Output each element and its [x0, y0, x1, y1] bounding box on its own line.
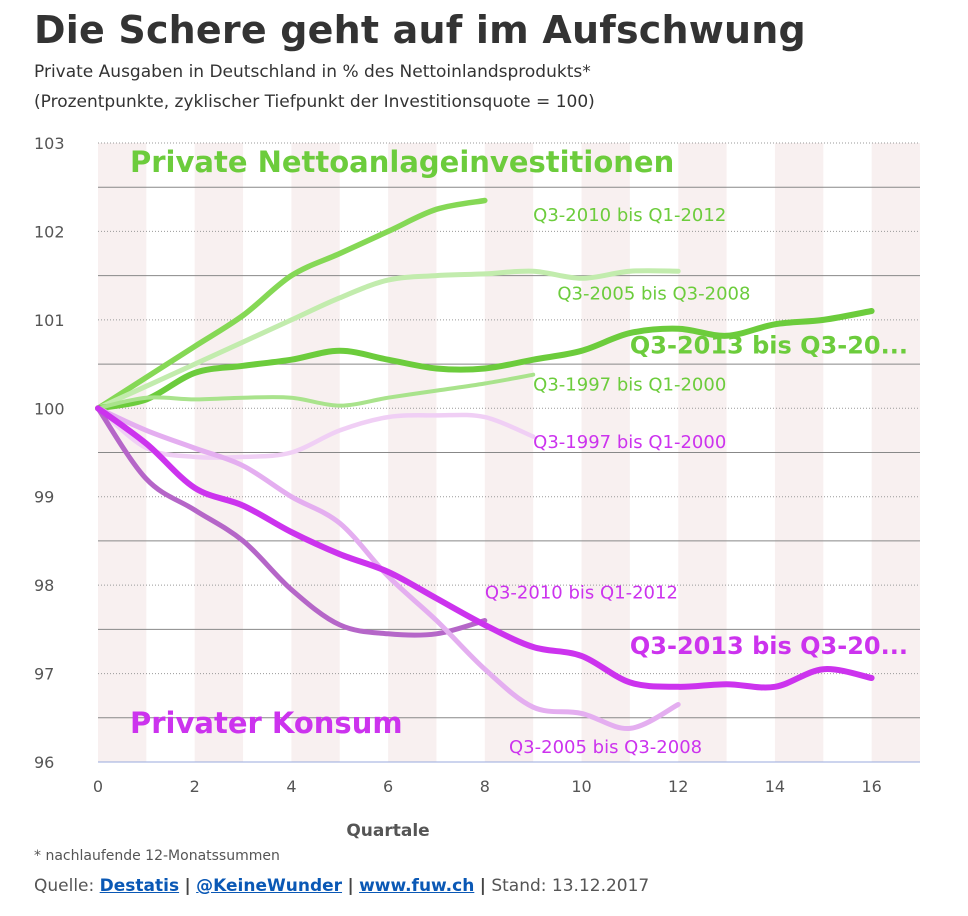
x-tick-label: 16 — [861, 777, 881, 796]
annotation-labels: Q3-2010 bis Q1-2012 Q3-2005 bis Q3-2008 Q3… — [485, 205, 908, 758]
x-tick-label: 8 — [480, 777, 490, 796]
series-line-invest — [96, 372, 536, 411]
series-label: Q3-2005 bis Q3-2008 — [509, 737, 702, 758]
separator: | — [184, 876, 191, 896]
x-tick-label: 12 — [668, 777, 688, 796]
footnote: * nachlaufende 12-Monatssummen — [34, 848, 280, 864]
chart-title: Die Schere geht auf im Aufschwung — [34, 8, 806, 52]
source-line: Quelle: Destatis | @KeineWunder | www.fu… — [34, 876, 649, 896]
series-line-invest — [95, 308, 875, 412]
series-label: Q3-1997 bis Q1-2000 — [533, 375, 726, 396]
y-tick-label: 98 — [34, 576, 54, 595]
x-axis-title: Quartale — [346, 821, 429, 840]
series-label: Q3-2010 bis Q1-2012 — [485, 582, 678, 603]
series-label: Q3-2010 bis Q1-2012 — [533, 205, 726, 226]
y-tick-label: 99 — [34, 488, 54, 507]
series-line-konsum — [95, 405, 488, 638]
source-link-fuw[interactable]: www.fuw.ch — [359, 876, 475, 896]
series-line-invest — [95, 197, 488, 412]
series-line-konsum — [95, 406, 536, 461]
y-tick-label: 100 — [34, 399, 65, 418]
series-label: Q3-2013 bis Q3-20... — [630, 331, 908, 359]
x-tick-label: 4 — [286, 777, 296, 796]
group-label-investitionen: Private Nettoanlageinvestitionen — [130, 145, 674, 179]
x-tick-label: 10 — [571, 777, 591, 796]
series-label: Q3-2013 bis Q3-20... — [630, 632, 908, 660]
source-link-destatis[interactable]: Destatis — [99, 876, 180, 896]
series-lines — [95, 197, 875, 731]
y-tick-label: 103 — [34, 134, 65, 153]
chart-subtitle: Private Ausgaben in Deutschland in % des… — [34, 62, 591, 82]
x-tick-label: 2 — [190, 777, 200, 796]
y-axis-ticks: 96 97 98 99 100 101 102 103 — [34, 134, 65, 772]
separator: | — [479, 876, 486, 896]
y-tick-label: 102 — [34, 222, 65, 241]
source-link-keinewunder[interactable]: @KeineWunder — [196, 876, 343, 896]
x-tick-label: 14 — [765, 777, 785, 796]
y-tick-label: 101 — [34, 311, 65, 330]
series-label: Q3-1997 bis Q1-2000 — [533, 432, 726, 453]
chart-subtitle-note: (Prozentpunkte, zyklischer Tiefpunkt der… — [34, 92, 595, 112]
y-tick-label: 97 — [34, 665, 54, 684]
line-chart: 96 97 98 99 100 101 102 103 0 2 4 6 8 10 12 14 16 Q3-20… — [34, 134, 920, 840]
y-tick-label: 96 — [34, 753, 54, 772]
series-line-konsum — [95, 405, 681, 731]
group-label-konsum: Privater Konsum — [130, 706, 403, 740]
series-line-konsum — [95, 405, 875, 691]
series-line-invest — [95, 268, 681, 411]
source-prefix: Quelle: — [34, 876, 95, 896]
source-stand: Stand: 13.12.2017 — [491, 876, 650, 896]
grid-lines — [98, 142, 920, 763]
series-label: Q3-2005 bis Q3-2008 — [557, 284, 750, 305]
separator: | — [347, 876, 354, 896]
x-tick-label: 6 — [383, 777, 393, 796]
x-tick-label: 0 — [93, 777, 103, 796]
x-axis-ticks: 0 2 4 6 8 10 12 14 16 — [93, 777, 882, 796]
